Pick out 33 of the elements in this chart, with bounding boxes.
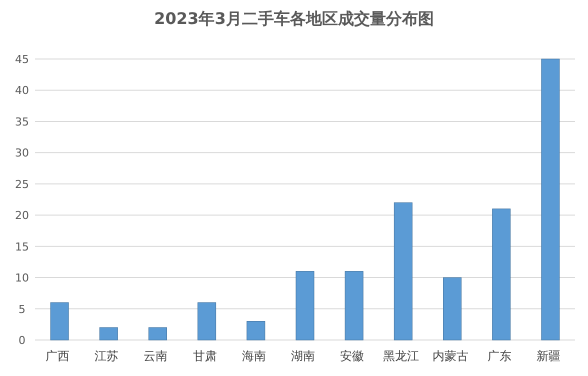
y-tick-label: 15 bbox=[15, 240, 29, 254]
bar bbox=[492, 208, 511, 340]
x-tick-label: 海南 bbox=[242, 349, 266, 363]
bar bbox=[443, 277, 462, 340]
bar bbox=[99, 327, 118, 340]
y-tick-label: 10 bbox=[15, 272, 29, 285]
bar bbox=[198, 302, 216, 340]
y-tick-label: 30 bbox=[15, 146, 29, 160]
x-tick-label: 湖南 bbox=[291, 349, 315, 363]
x-tick-label: 甘肃 bbox=[192, 349, 217, 363]
x-tick-label: 内蒙古 bbox=[432, 349, 468, 363]
x-tick-label: 安徽 bbox=[340, 349, 364, 363]
bar bbox=[50, 302, 69, 340]
y-tick-label: 25 bbox=[15, 178, 29, 191]
chart-title: 2023年3月二手车各地区成交量分布图 bbox=[154, 9, 434, 28]
x-tick-label: 云南 bbox=[144, 349, 168, 363]
x-tick-label: 新疆 bbox=[536, 349, 560, 363]
bar bbox=[541, 58, 560, 340]
x-tick-label: 广西 bbox=[46, 349, 70, 363]
x-tick-label: 江苏 bbox=[94, 349, 119, 363]
x-tick-label: 黑龙江 bbox=[383, 349, 420, 363]
y-tick-label: 20 bbox=[15, 209, 29, 222]
bar bbox=[344, 271, 364, 340]
y-tick-label: 0 bbox=[18, 334, 26, 347]
x-tick-label: 广东 bbox=[487, 349, 512, 363]
bar bbox=[394, 202, 412, 340]
y-tick-label: 45 bbox=[15, 53, 29, 66]
y-tick-label: 35 bbox=[15, 115, 29, 128]
bar bbox=[246, 321, 266, 340]
bar bbox=[296, 271, 314, 340]
y-tick-label: 5 bbox=[18, 302, 26, 316]
bar bbox=[148, 327, 167, 340]
y-tick-label: 40 bbox=[15, 84, 29, 98]
